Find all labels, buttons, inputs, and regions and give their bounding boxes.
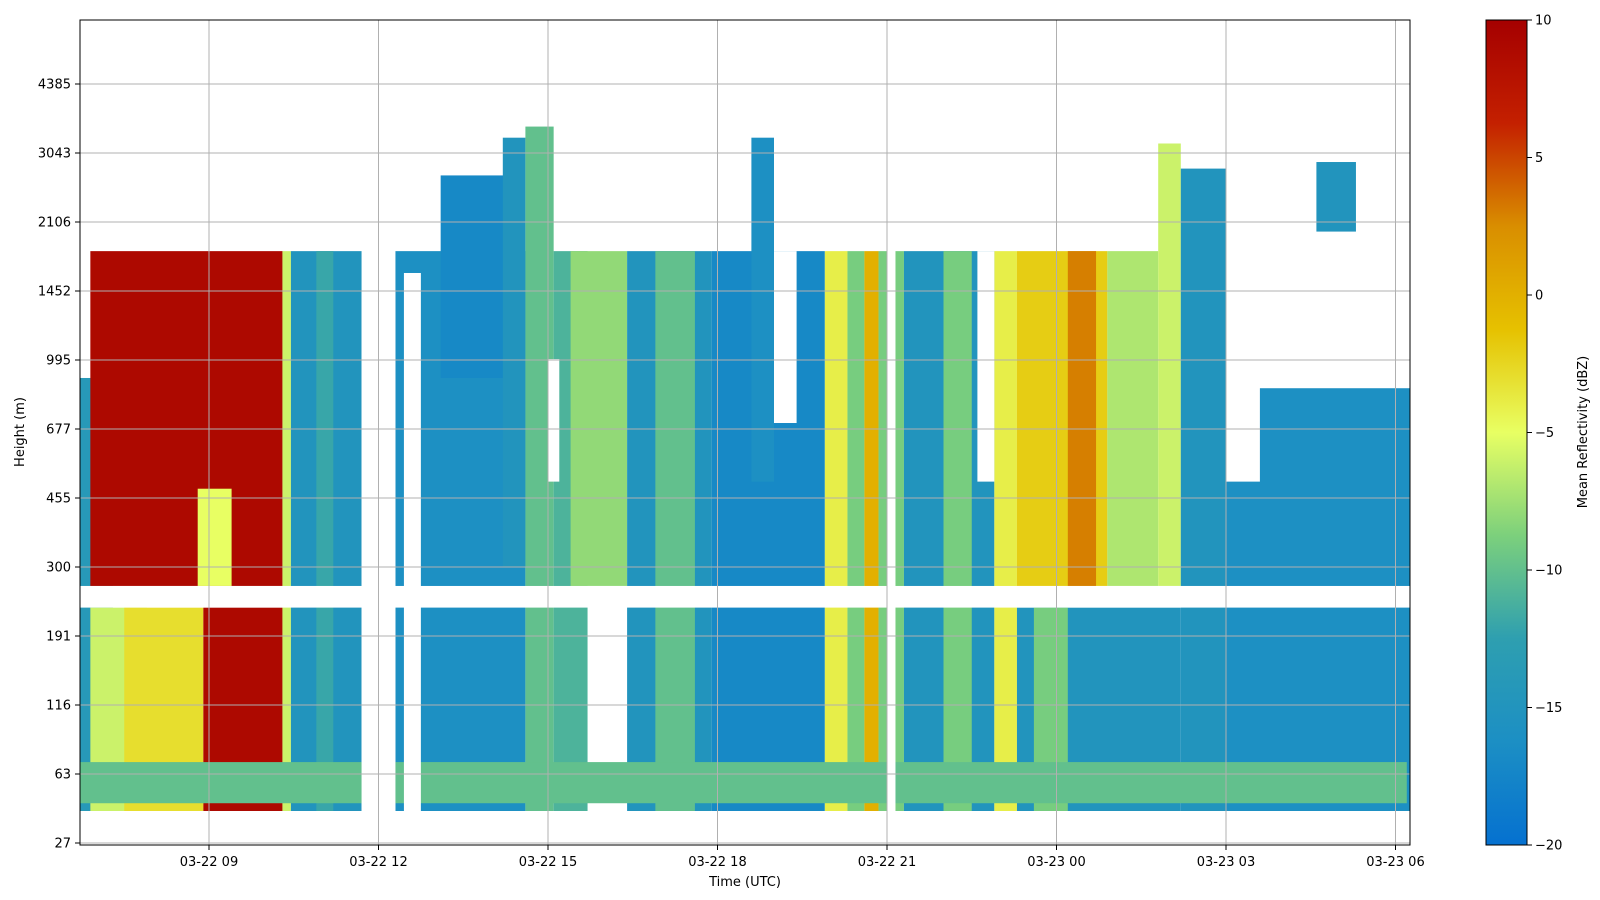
heatmap-layer [80,126,1410,811]
y-axis: 27 63 116 191 300 455 677 995 1452 2106 3043 4385 [38,78,80,852]
heatmap-band-22 [847,251,865,811]
x-tick-label: 03-22 09 [180,855,238,870]
colorbar-tick-label: 5 [1535,151,1543,166]
x-tick-label: 03-23 00 [1027,855,1085,870]
colorbar-tick-label: −5 [1535,426,1554,441]
x-tick-label: 03-22 18 [688,855,746,870]
heatmap-band-26 [943,251,972,811]
y-tick-label: 995 [46,354,71,369]
y-tick-label: 4385 [38,78,71,93]
colorbar-tick-label: 0 [1535,289,1543,304]
heatmap-band-36 [1316,162,1356,232]
x-axis: 03-22 09 03-22 12 03-22 15 03-22 18 03-22 21… [180,845,1425,870]
y-tick-label: 300 [46,561,71,576]
x-tick-label: 03-22 15 [519,855,577,870]
plot-area [40,19,1411,867]
y-tick-label: 2106 [38,216,71,231]
heatmap-band-10 [316,251,334,811]
missing-data-gap-0 [80,585,1410,608]
heatmap-band-5 [90,251,283,586]
y-tick-label: 455 [46,492,71,507]
heatmap-band-34 [1180,168,1226,811]
missing-data-gap-6 [887,101,896,845]
x-tick-label: 03-22 21 [858,855,916,870]
plot-frame [79,19,1411,846]
heatmap-band-18 [655,251,695,811]
colorbar-tick-label: −15 [1535,701,1562,716]
y-axis-title: Height (m) [13,397,28,467]
colorbar: 10 5 0 −5 −10 −15 −20 Mean Reflectivity (dBZ) [1485,14,1591,854]
missing-data-gap-4 [774,251,797,424]
heatmap-band-30 [1107,251,1159,586]
y-tick-label: 677 [46,423,71,438]
heatmap-band-8 [282,251,291,811]
colorbar-tick-label: 10 [1535,14,1552,29]
heatmap-band-7 [197,488,232,586]
y-tick-label: 3043 [38,147,71,162]
heatmap-band-16 [570,251,628,586]
heatmap-band-21 [824,251,848,811]
missing-data-gap-8 [40,778,60,867]
missing-data-gap-3 [548,359,560,482]
x-axis-title: Time (UTC) [708,875,781,890]
missing-data-gap-2 [403,272,421,845]
x-tick-label: 03-23 06 [1366,855,1424,870]
heatmap-band-12 [440,175,509,378]
x-tick-label: 03-22 12 [349,855,407,870]
missing-data-gap-5 [977,251,995,482]
colorbar-tick-label: −10 [1535,564,1562,579]
missing-data-gap-7 [1226,311,1260,482]
colorbar-gradient [1485,19,1528,846]
colorbar-label: Mean Reflectivity (dBZ) [1576,356,1591,509]
heatmap-band-29 [1067,251,1097,586]
grid-lines [80,20,1410,845]
y-tick-label: 191 [46,630,71,645]
colorbar-tick-label: −20 [1535,839,1562,854]
y-tick-label: 27 [54,837,71,852]
y-tick-label: 116 [46,699,71,714]
heatmap-band-23 [864,251,879,811]
colorbar-ticks: 10 5 0 −5 −10 −15 −20 [1527,14,1562,854]
y-tick-label: 63 [54,768,71,783]
heatmap-band-20 [751,137,774,482]
y-tick-label: 1452 [38,285,71,300]
heatmap-band-13 [502,137,526,567]
x-tick-label: 03-23 03 [1197,855,1255,870]
heatmap-band-37 [80,762,1407,804]
heatmap-band-27 [994,251,1017,811]
heatmap-band-33 [1158,143,1181,586]
